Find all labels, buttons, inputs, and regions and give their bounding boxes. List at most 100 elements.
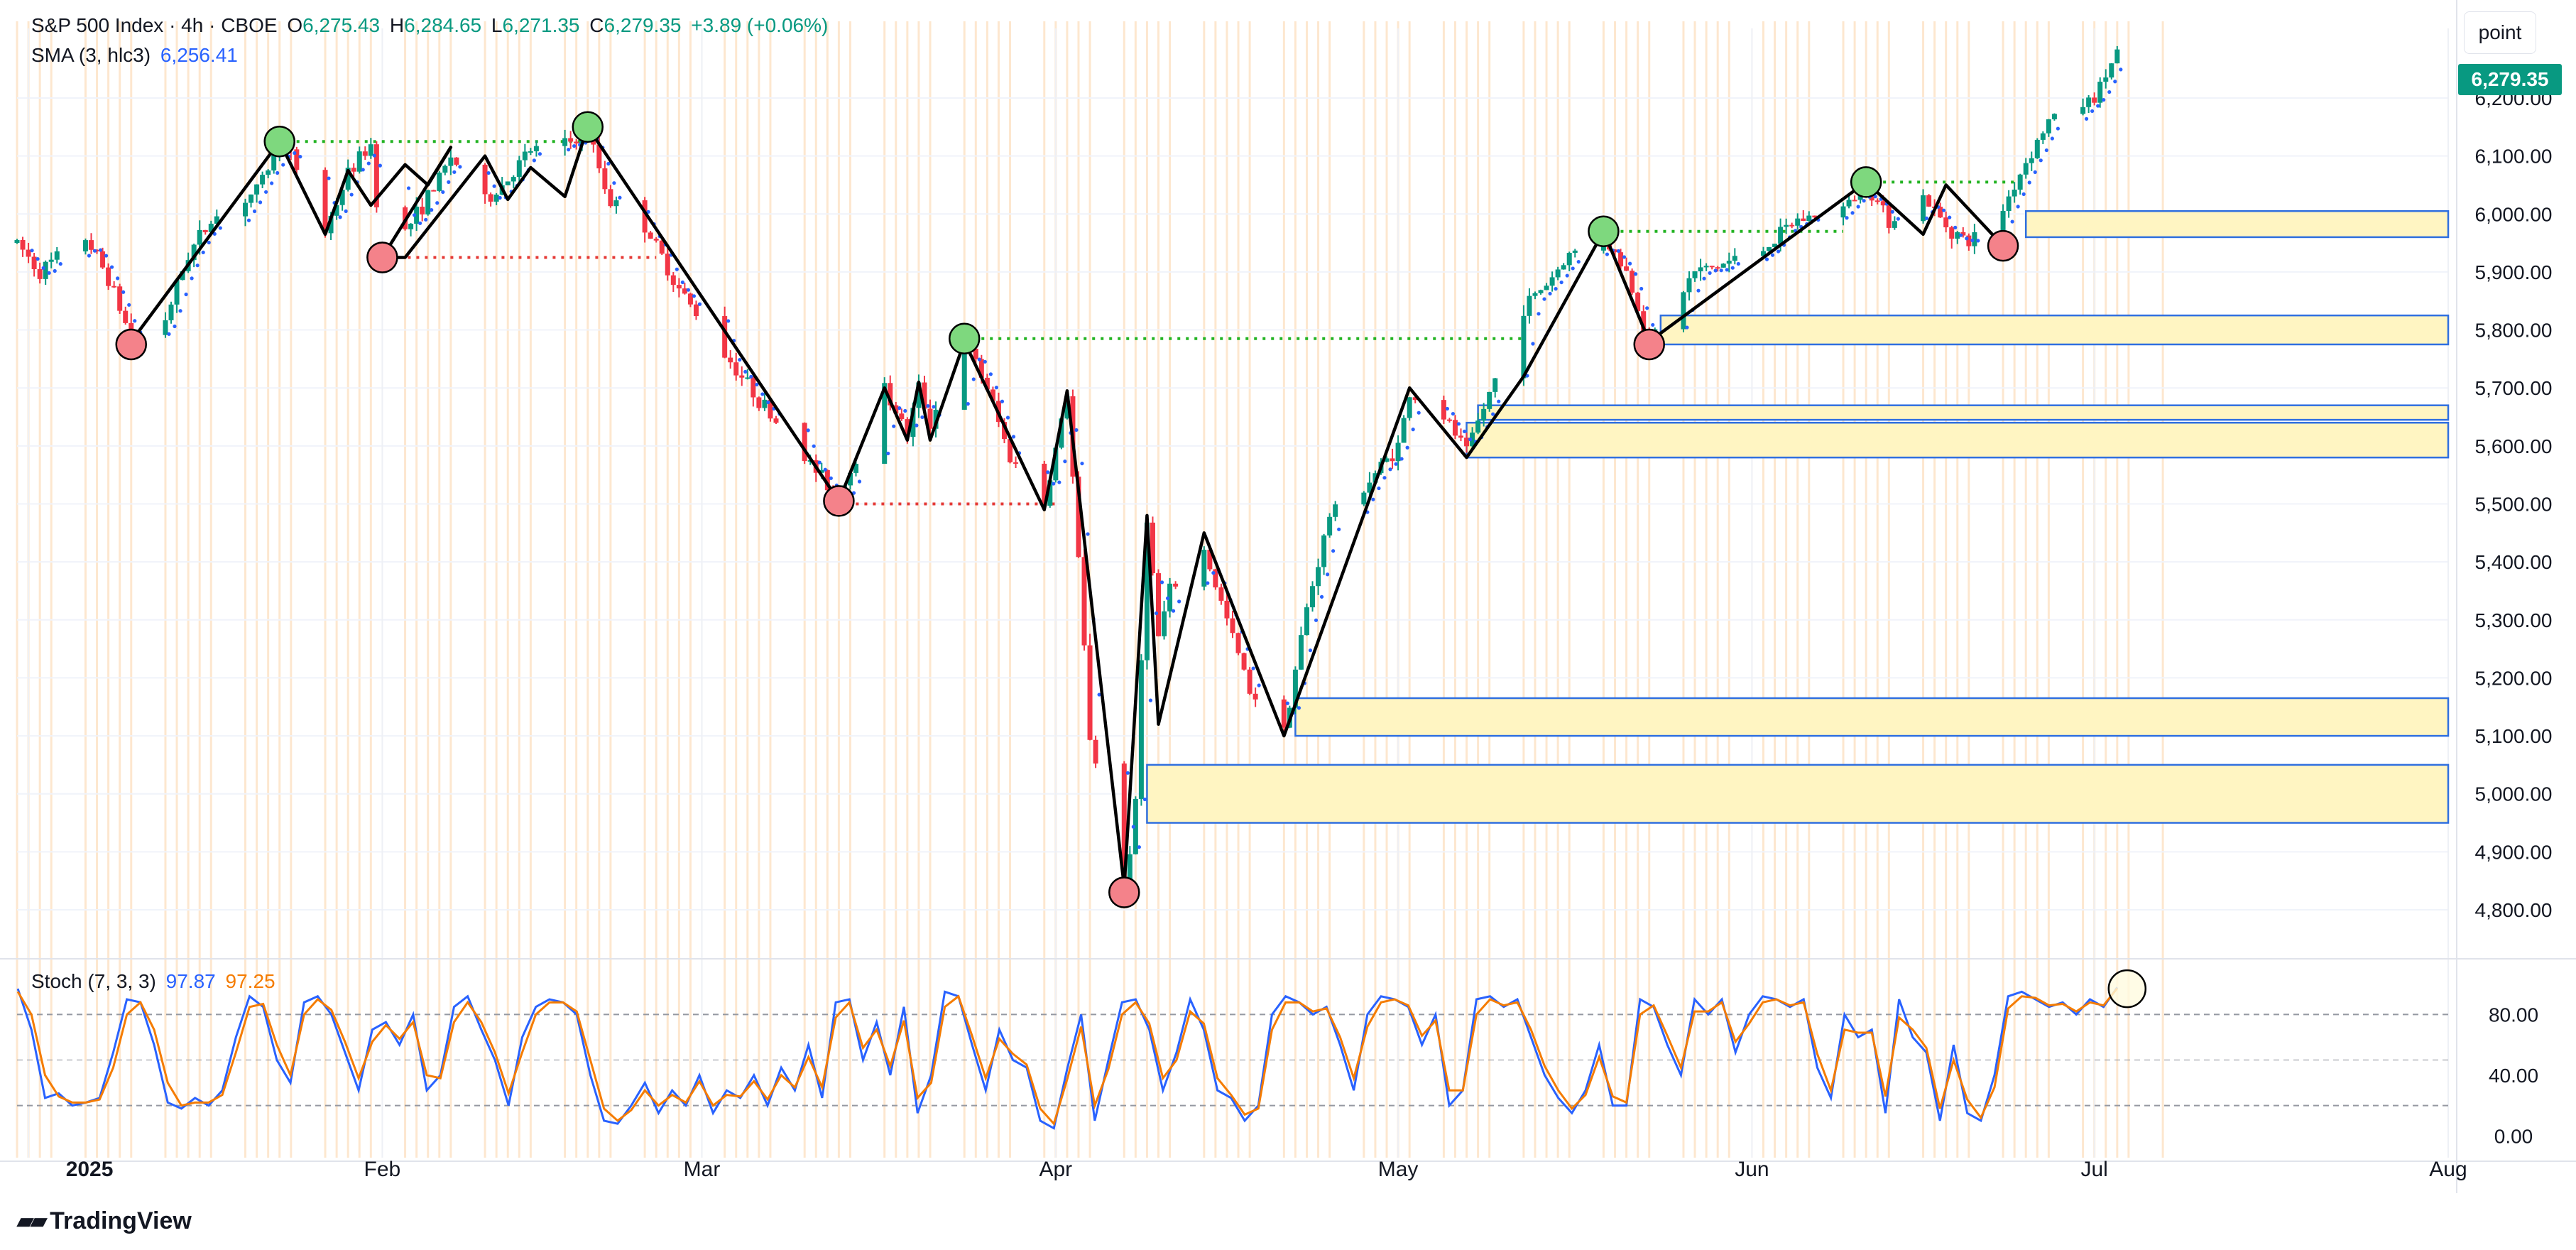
candle-body bbox=[1561, 265, 1566, 270]
candle-body bbox=[1013, 462, 1019, 464]
demand-zones bbox=[1146, 210, 2450, 824]
candle-body bbox=[249, 194, 254, 203]
candle-body bbox=[1880, 201, 1886, 206]
candle-body bbox=[1059, 418, 1064, 448]
candle-body bbox=[1001, 422, 1007, 440]
candle-body bbox=[1247, 669, 1252, 694]
candle-body bbox=[910, 408, 916, 438]
candle-body bbox=[197, 229, 202, 245]
sma-dot bbox=[406, 186, 411, 190]
sma-dot bbox=[127, 303, 131, 307]
candle-body bbox=[1464, 438, 1470, 447]
candle-body bbox=[82, 240, 88, 251]
candle-body bbox=[1407, 397, 1412, 418]
sma-dot bbox=[344, 209, 348, 213]
sma-dot bbox=[829, 476, 833, 480]
sma-dot bbox=[994, 386, 999, 390]
candle-body bbox=[1458, 435, 1464, 438]
sma-dot bbox=[857, 479, 862, 484]
candle-body bbox=[2000, 211, 2006, 232]
sma-dot bbox=[1445, 406, 1449, 411]
sma-dot bbox=[1537, 312, 1541, 316]
candle-body bbox=[31, 256, 37, 270]
sma-dot bbox=[1417, 411, 1421, 415]
candle-body bbox=[1943, 217, 1949, 228]
sma-dot bbox=[1285, 701, 1289, 705]
sma-dot bbox=[1965, 237, 1969, 241]
sma-dot bbox=[1890, 210, 1894, 214]
time-tick-label: Feb bbox=[364, 1158, 401, 1181]
sma-dot bbox=[567, 148, 571, 152]
sma-dot bbox=[897, 406, 902, 411]
sma-dot bbox=[2113, 80, 2117, 84]
candle-body bbox=[48, 259, 54, 262]
candle-body bbox=[373, 144, 379, 207]
sma-dot bbox=[1046, 470, 1050, 474]
sma-dot bbox=[675, 267, 679, 271]
candle-body bbox=[1321, 535, 1327, 567]
candle-body bbox=[1709, 266, 1715, 268]
candle-body bbox=[1230, 618, 1235, 634]
candle-body bbox=[824, 469, 830, 491]
price-tick-label: 5,500.00 bbox=[2475, 493, 2553, 515]
sma-dot bbox=[1651, 322, 1655, 327]
candle-body bbox=[345, 168, 351, 190]
candle-body bbox=[2080, 107, 2086, 114]
sma-dot bbox=[1542, 297, 1546, 301]
candle-body bbox=[322, 170, 328, 234]
candle-body bbox=[26, 249, 31, 257]
sma-dot bbox=[1616, 249, 1621, 254]
open-value: 6,275.43 bbox=[302, 14, 381, 36]
sma-dot bbox=[264, 190, 268, 194]
candle-body bbox=[2012, 190, 2017, 197]
candle-body bbox=[608, 189, 613, 207]
candle-body bbox=[1446, 419, 1452, 421]
candle-body bbox=[1767, 246, 1772, 251]
sma-dot bbox=[1405, 445, 1409, 450]
candle-body bbox=[1538, 290, 1544, 293]
demand-zone bbox=[1659, 314, 2450, 346]
sma-dot bbox=[327, 176, 331, 180]
sma-dot bbox=[1382, 476, 1387, 480]
sma-dot bbox=[1011, 435, 1016, 439]
price-unit-button[interactable]: point bbox=[2464, 11, 2536, 54]
tradingview-logo[interactable]: ▰▰ TradingView bbox=[17, 1207, 192, 1235]
sma-dot bbox=[1086, 532, 1090, 536]
candle-body bbox=[1612, 249, 1618, 253]
sma-dot bbox=[1165, 596, 1170, 600]
sma-dot bbox=[606, 161, 611, 166]
sma-dot bbox=[167, 332, 171, 336]
sma-label: SMA (3, hlc3) bbox=[31, 44, 151, 66]
demand-zone bbox=[1466, 421, 2450, 459]
candle-body bbox=[254, 184, 260, 195]
low-label: L bbox=[491, 14, 503, 36]
candle-body bbox=[1213, 569, 1218, 588]
time-tick-label: Aug bbox=[2429, 1158, 2467, 1181]
candle-body bbox=[191, 244, 197, 261]
candle-body bbox=[1252, 693, 1258, 700]
candle-body bbox=[853, 464, 859, 473]
candle-body bbox=[2086, 97, 2092, 107]
candle-body bbox=[339, 190, 345, 205]
candle-body bbox=[1686, 278, 1692, 293]
sma-dot bbox=[1097, 692, 1101, 697]
candle-body bbox=[916, 382, 922, 408]
candle-body bbox=[596, 144, 602, 169]
time-tick-label: 2025 bbox=[66, 1158, 114, 1181]
sma-dot bbox=[1148, 698, 1153, 702]
sma-dot bbox=[47, 271, 51, 275]
candle-body bbox=[722, 316, 728, 358]
candle-body bbox=[687, 293, 693, 305]
sma-dot bbox=[207, 240, 211, 245]
high-value: 6,284.65 bbox=[404, 14, 482, 36]
sma-dot bbox=[2021, 192, 2026, 196]
candle-body bbox=[733, 362, 739, 376]
price-tick-label: 5,800.00 bbox=[2475, 320, 2553, 342]
sma-dot bbox=[270, 181, 274, 185]
candle-body bbox=[174, 280, 180, 305]
pivot-low-marker bbox=[366, 241, 398, 273]
sma-dot bbox=[218, 226, 222, 230]
sma-dot bbox=[452, 170, 457, 174]
sma-dot bbox=[2090, 109, 2095, 114]
